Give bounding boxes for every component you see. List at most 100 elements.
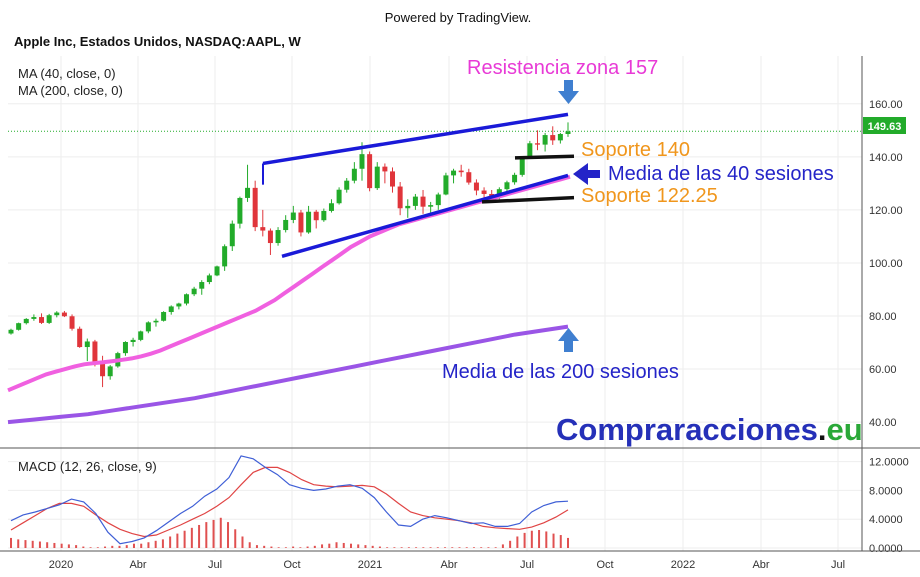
macd-histogram-bar <box>140 543 143 548</box>
candle <box>306 205 312 234</box>
candle-body <box>412 196 418 206</box>
ma40-legend[interactable]: MA (40, close, 0) <box>18 66 116 81</box>
candle-body <box>367 154 373 189</box>
symbol-title: Apple Inc, Estados Unidos, NASDAQ:AAPL, … <box>14 34 301 49</box>
macd-histogram-bar <box>357 544 360 548</box>
watermark-dot: . <box>818 412 827 447</box>
candle <box>542 132 548 152</box>
macd-histogram-bar <box>219 517 222 548</box>
macd-histogram-bar <box>436 547 439 548</box>
candle-body <box>84 341 90 348</box>
x-tick-label: 2022 <box>671 559 695 571</box>
candle-body <box>267 230 273 244</box>
candle <box>191 286 197 297</box>
macd-histogram-bar <box>183 530 186 548</box>
resistance-arrow-icon <box>558 80 579 104</box>
candle-body <box>191 288 197 295</box>
candle-body <box>54 312 60 316</box>
ma200-annotation: Media de las 200 sesiones <box>442 361 679 383</box>
candle-body <box>61 312 67 317</box>
candle-body <box>313 211 319 221</box>
y-tick-label: 60.00 <box>869 364 897 376</box>
candle-body <box>557 134 563 141</box>
macd-histogram-bar <box>67 544 70 548</box>
candle-body <box>344 180 350 190</box>
candle <box>122 341 128 356</box>
macd-histogram-bar <box>444 547 447 548</box>
macd-histogram-bar <box>154 540 157 548</box>
candle-body <box>206 275 212 283</box>
candle <box>321 208 327 222</box>
macd-histogram-bar <box>364 545 367 548</box>
macd-histogram-bar <box>104 546 107 548</box>
candle-body <box>504 182 510 190</box>
x-tick-label: 2021 <box>358 559 382 571</box>
macd-histogram-bar <box>190 527 193 548</box>
macd-histogram-bar <box>10 537 12 548</box>
macd-histogram-bar <box>89 547 92 548</box>
candle <box>77 326 83 348</box>
candle-body <box>405 205 411 209</box>
macd-histogram-bar <box>118 545 121 548</box>
macd-legend[interactable]: MACD (12, 26, close, 9) <box>18 459 157 474</box>
candle <box>168 305 174 315</box>
ma200-legend[interactable]: MA (200, close, 0) <box>18 83 123 98</box>
ma40-annotation: Media de las 40 sesiones <box>608 163 834 185</box>
macd-histogram-bar <box>227 522 230 548</box>
watermark-main: Compraracciones <box>556 412 818 447</box>
macd-histogram-bar <box>75 545 78 548</box>
candle-body <box>428 205 434 207</box>
macd-histogram-bar <box>407 547 410 548</box>
candle <box>451 168 457 184</box>
price-plot[interactable] <box>7 112 862 425</box>
candle-body <box>8 329 14 334</box>
watermark-tld: eu <box>827 412 863 447</box>
candle <box>54 311 60 318</box>
candle-body <box>168 306 174 313</box>
candle <box>8 328 14 335</box>
support-140-line <box>514 154 575 160</box>
candle-body <box>183 294 189 304</box>
candle <box>153 318 159 327</box>
candle-body <box>451 170 457 176</box>
macd-histogram-bar <box>538 530 541 548</box>
macd-histogram-bar <box>248 542 251 548</box>
candle <box>344 178 350 193</box>
y-tick-label: 120.00 <box>869 205 903 217</box>
candle <box>237 196 243 229</box>
candle-body <box>275 230 281 244</box>
candle <box>260 209 266 237</box>
macd-histogram-bar <box>321 544 324 548</box>
macd-plot[interactable] <box>10 455 569 548</box>
candle <box>245 164 251 202</box>
macd-histogram-bar <box>53 542 56 548</box>
candle-body <box>466 172 472 183</box>
candle-body <box>550 135 556 141</box>
candle <box>351 162 357 184</box>
macd-y-tick-label: 8.0000 <box>869 485 903 497</box>
macd-histogram-bar <box>24 540 27 548</box>
candle <box>458 164 464 177</box>
macd-histogram-bar <box>60 543 63 548</box>
candle-body <box>222 246 228 267</box>
macd-histogram-bar <box>371 545 374 548</box>
x-tick-label: Abr <box>129 559 146 571</box>
macd-histogram-bar <box>125 545 128 548</box>
candle-body <box>382 166 388 172</box>
y-tick-label: 100.00 <box>869 258 903 270</box>
x-tick-label: Oct <box>283 559 300 571</box>
candle <box>405 199 411 218</box>
candle-body <box>23 318 29 324</box>
macd-histogram-bar <box>292 546 295 548</box>
candle-body <box>138 331 144 340</box>
candle <box>512 172 518 185</box>
candle <box>435 192 441 210</box>
candle-body <box>512 174 518 183</box>
candle <box>61 310 67 318</box>
macd-histogram-bar <box>212 519 215 548</box>
candle <box>390 167 396 193</box>
candle <box>16 322 22 331</box>
candle <box>252 180 258 232</box>
candle-body <box>443 175 449 195</box>
